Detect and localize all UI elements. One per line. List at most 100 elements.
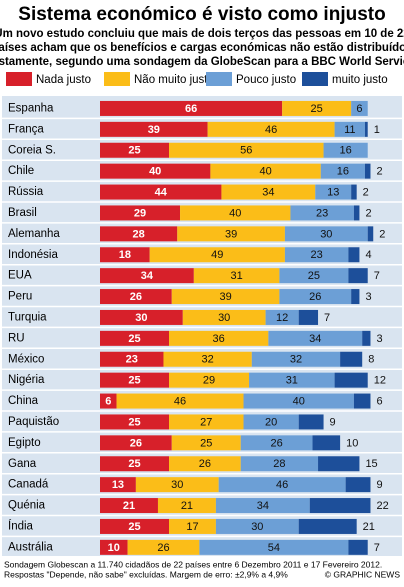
value-label: 28 bbox=[133, 228, 145, 240]
value-label: 30 bbox=[218, 312, 230, 324]
category-label: Canadá bbox=[8, 479, 49, 491]
footer: Respostas "Depende, não sabe" excluídas.… bbox=[4, 569, 288, 579]
value-label: 46 bbox=[276, 479, 288, 491]
bar-segment bbox=[100, 351, 164, 367]
bar-segment bbox=[177, 226, 285, 242]
bar-segment bbox=[353, 393, 371, 409]
value-label: 31 bbox=[230, 270, 242, 282]
value-label: 56 bbox=[240, 145, 252, 157]
category-label: Rússia bbox=[8, 186, 44, 198]
value-label: 21 bbox=[181, 500, 193, 512]
legend-swatch bbox=[6, 72, 32, 86]
bar-segment bbox=[207, 121, 335, 137]
bar-segment bbox=[100, 498, 158, 514]
bar-segment bbox=[348, 247, 360, 263]
category-label: Chile bbox=[8, 165, 34, 177]
value-label: 16 bbox=[340, 145, 352, 157]
bar-segment bbox=[182, 309, 266, 325]
bar-segment bbox=[100, 121, 208, 137]
category-label: Peru bbox=[8, 291, 32, 303]
value-label: 2 bbox=[379, 228, 385, 240]
value-label: 40 bbox=[229, 207, 241, 219]
value-label: 29 bbox=[134, 207, 146, 219]
value-label: 40 bbox=[259, 166, 271, 178]
credit: © GRAPHIC NEWS bbox=[325, 569, 401, 579]
value-label: 3 bbox=[376, 333, 382, 345]
bar-segment bbox=[268, 330, 363, 346]
bar-segment bbox=[149, 247, 285, 263]
value-label: 2 bbox=[376, 166, 382, 178]
bar-segment bbox=[348, 539, 368, 555]
category-label: Espanha bbox=[8, 102, 54, 114]
category-label: Alemanha bbox=[8, 228, 60, 240]
bar-segment bbox=[100, 100, 283, 116]
bar-segment bbox=[334, 121, 365, 137]
bar-segment bbox=[323, 142, 368, 158]
bar-segment bbox=[243, 393, 354, 409]
bar-segment bbox=[169, 518, 216, 534]
value-label: 26 bbox=[271, 437, 283, 449]
value-label: 28 bbox=[273, 458, 285, 470]
value-label: 27 bbox=[200, 416, 212, 428]
bar-segment bbox=[135, 477, 219, 493]
value-label: 30 bbox=[135, 312, 147, 324]
value-label: 10 bbox=[108, 542, 120, 554]
value-label: 11 bbox=[344, 124, 355, 136]
category-label: Coreia S. bbox=[8, 144, 56, 156]
bar-segment bbox=[367, 226, 374, 242]
category-label: Quénia bbox=[8, 500, 46, 512]
bar-segment bbox=[309, 498, 371, 514]
bar-segment bbox=[351, 100, 368, 116]
value-label: 26 bbox=[130, 437, 142, 449]
value-label: 13 bbox=[112, 479, 124, 491]
value-label: 12 bbox=[374, 375, 386, 387]
bar-segment bbox=[243, 414, 299, 430]
value-label: 6 bbox=[376, 395, 382, 407]
value-label: 21 bbox=[123, 500, 135, 512]
bar-segment bbox=[199, 539, 349, 555]
value-label: 40 bbox=[293, 395, 305, 407]
bar-segment bbox=[218, 477, 346, 493]
value-label: 25 bbox=[128, 375, 140, 387]
value-label: 46 bbox=[265, 124, 277, 136]
category-label: Turquia bbox=[8, 311, 47, 323]
bar-segment bbox=[169, 414, 244, 430]
category-label: Austrália bbox=[8, 541, 53, 553]
bar-segment bbox=[180, 205, 291, 221]
value-label: 34 bbox=[141, 270, 154, 282]
value-label: 26 bbox=[130, 291, 142, 303]
value-label: 1 bbox=[374, 124, 380, 136]
category-label: França bbox=[8, 123, 44, 135]
value-label: 25 bbox=[128, 333, 140, 345]
bar-segment bbox=[221, 184, 316, 200]
value-label: 10 bbox=[346, 437, 358, 449]
value-label: 26 bbox=[309, 291, 321, 303]
bar-segment bbox=[100, 330, 169, 346]
bar-segment bbox=[100, 477, 136, 493]
value-label: 32 bbox=[290, 354, 302, 366]
bar-segment bbox=[100, 289, 172, 305]
value-label: 8 bbox=[368, 354, 374, 366]
bar-segment bbox=[210, 163, 321, 179]
footer: Sondagem Globescan a 11.740 cidadãos de … bbox=[4, 559, 382, 569]
value-label: 17 bbox=[186, 521, 198, 533]
subtitle: Um novo estudo concluiu que mais de dois… bbox=[0, 28, 404, 40]
value-label: 25 bbox=[308, 270, 320, 282]
bar-segment bbox=[318, 456, 360, 472]
value-label: 34 bbox=[257, 500, 269, 512]
bar-segment bbox=[290, 205, 354, 221]
bar-segment bbox=[100, 518, 169, 534]
bar-segment bbox=[100, 205, 181, 221]
bar-segment bbox=[284, 226, 368, 242]
value-label: 20 bbox=[265, 416, 277, 428]
bar-segment bbox=[100, 226, 178, 242]
bar-segment bbox=[100, 142, 169, 158]
value-label: 66 bbox=[185, 103, 197, 115]
value-label: 54 bbox=[268, 542, 280, 554]
bar-segment bbox=[265, 309, 299, 325]
bar-segment bbox=[334, 372, 368, 388]
bar-segment bbox=[100, 414, 169, 430]
bar-segment bbox=[100, 435, 172, 451]
value-label: 30 bbox=[251, 521, 263, 533]
bar-segment bbox=[279, 289, 352, 305]
